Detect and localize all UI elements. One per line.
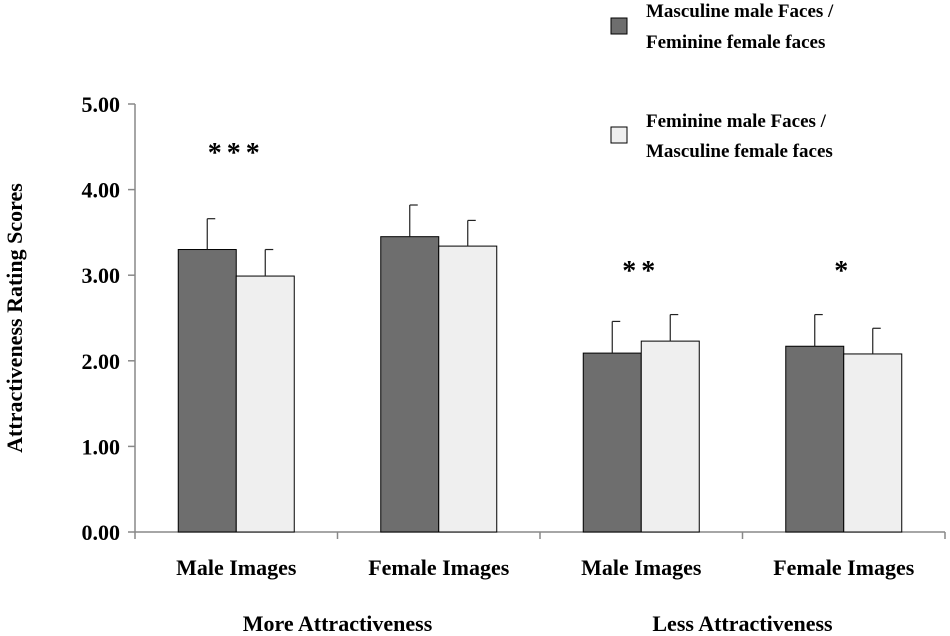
x-group-label: Less Attractiveness: [652, 611, 833, 636]
significance-marker: *: [834, 256, 853, 287]
y-tick-label: 2.00: [82, 349, 121, 374]
x-tick-label: Female Images: [368, 555, 510, 580]
error-bar: [409, 204, 418, 237]
x-tick-label: Female Images: [773, 555, 915, 580]
error-bar: [814, 313, 823, 347]
y-tick-label: 1.00: [82, 434, 121, 459]
legend-label-series-2-line-1: Feminine male Faces /: [646, 111, 827, 132]
legend-swatch-series-1: [610, 17, 628, 35]
bar-series-2: [438, 245, 498, 533]
bar-series-1: [582, 352, 642, 533]
y-tick-label: 5.00: [82, 92, 121, 117]
error-bar: [611, 320, 621, 354]
x-tick-label: Male Images: [581, 555, 702, 580]
legend-label-series-2-line-2: Masculine female faces: [646, 141, 833, 162]
error-bar: [206, 218, 216, 250]
legend-label-series-1-line-2: Feminine female faces: [646, 32, 825, 53]
significance-marker: **: [622, 256, 660, 287]
y-tick-label: 0.00: [82, 520, 121, 545]
error-bars: [206, 204, 881, 354]
x-category-labels: Male Images Female Images Male Images Femal…: [176, 555, 915, 580]
legend-label-series-1-line-1: Masculine male Faces /: [646, 1, 834, 22]
x-ticks: [134, 532, 946, 539]
bars: [177, 236, 903, 533]
error-bar: [872, 327, 881, 354]
x-axis: Male Images Female Images Male Images Femal…: [134, 531, 946, 636]
significance-marker: ***: [208, 138, 265, 169]
bar-series-1: [177, 249, 237, 533]
y-tick-label: 3.00: [82, 263, 121, 288]
x-group-label: More Attractiveness: [243, 611, 433, 636]
error-bar: [669, 313, 679, 342]
y-axis-label: Attractiveness Rating Scores: [2, 183, 27, 453]
y-ticks: 0.00 1.00 2.00 3.00 4.00 5.00: [82, 92, 135, 545]
x-tick-label: Male Images: [176, 555, 297, 580]
bar-series-2: [640, 340, 700, 533]
x-group-labels: More Attractiveness Less Attractiveness: [243, 611, 833, 636]
legend-swatch-series-2: [610, 126, 628, 144]
bar-series-1: [380, 236, 440, 533]
bar-series-2: [843, 353, 903, 533]
bar-series-2: [235, 275, 295, 533]
y-axis: 0.00 1.00 2.00 3.00 4.00 5.00 Attractiveness …: [2, 92, 136, 545]
y-tick-label: 4.00: [82, 178, 121, 203]
legend: Masculine male Faces / Feminine female f…: [610, 1, 834, 162]
bar-series-1: [785, 345, 845, 533]
error-bar: [264, 248, 274, 277]
error-bar: [467, 219, 476, 247]
significance-markers: ***** *: [208, 138, 853, 287]
